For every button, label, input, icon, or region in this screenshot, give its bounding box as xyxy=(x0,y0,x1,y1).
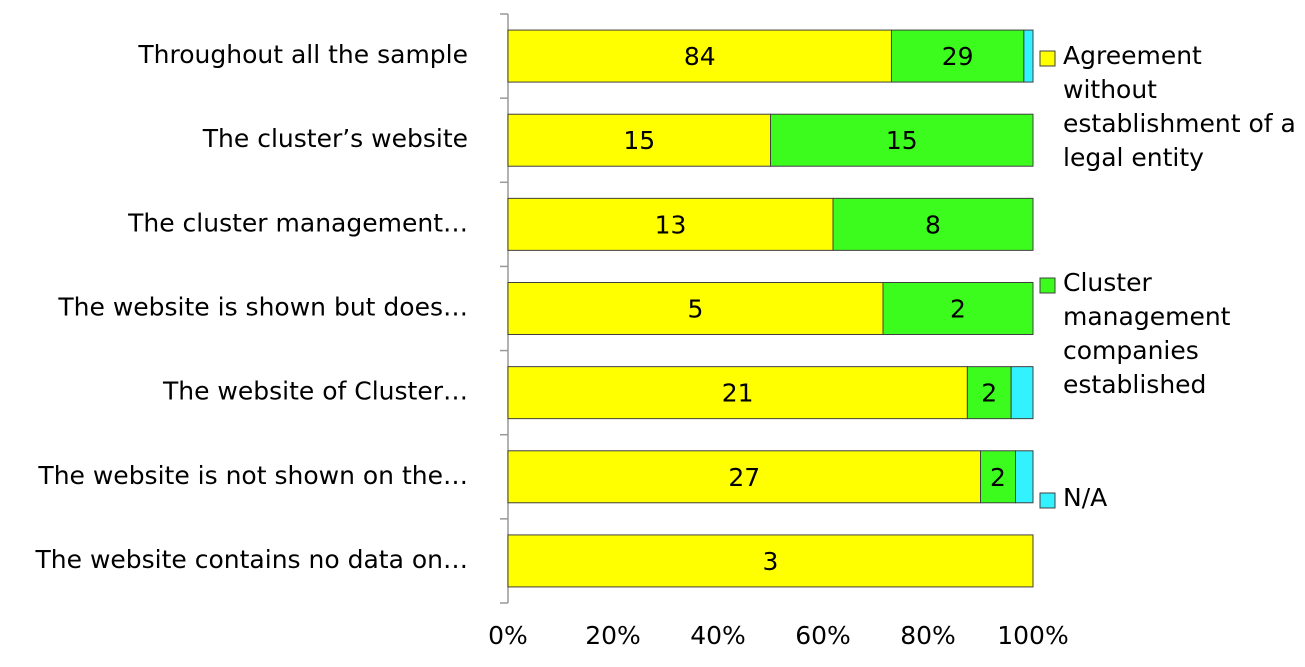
y-tick-label: The website is not shown on the… xyxy=(37,461,468,490)
data-label: 8 xyxy=(925,210,941,239)
bar-segment xyxy=(1010,366,1034,420)
bar-segment xyxy=(507,534,1034,588)
data-label: 13 xyxy=(655,210,687,239)
x-tick-label: 80% xyxy=(900,621,956,650)
bar-segment xyxy=(507,197,834,251)
bar-segment xyxy=(507,450,981,504)
data-label: 15 xyxy=(623,126,655,155)
data-label: 84 xyxy=(684,42,716,71)
data-label: 5 xyxy=(688,295,704,324)
bar-segment xyxy=(507,366,968,420)
bar-segment xyxy=(966,366,1012,420)
legend-swatch xyxy=(1039,492,1056,509)
x-tick-label: 40% xyxy=(690,621,746,650)
legend-label: Cluster management companies established xyxy=(1063,268,1231,399)
bar-segment xyxy=(832,197,1034,251)
legend-text-box: Cluster management companies established xyxy=(1063,268,1231,399)
y-tick-label: The website is shown but does… xyxy=(57,293,468,322)
y-tick-label: The cluster management… xyxy=(127,208,468,237)
data-label: 3 xyxy=(763,547,779,576)
bar-segment xyxy=(1023,29,1034,83)
data-label: 27 xyxy=(728,463,760,492)
data-label: 2 xyxy=(990,463,1006,492)
bar-segment xyxy=(890,29,1025,83)
x-tick-label: 60% xyxy=(795,621,851,650)
legend-text-box: Agreement without establishment of a leg… xyxy=(1063,41,1296,172)
x-tick-label: 100% xyxy=(997,621,1068,650)
legend-swatch xyxy=(1039,50,1056,67)
bar-segment xyxy=(507,113,771,167)
data-label: 15 xyxy=(886,126,918,155)
data-label: 29 xyxy=(942,42,974,71)
bar-segment xyxy=(882,282,1034,335)
bar-segment xyxy=(770,113,1034,167)
legend-swatch xyxy=(1039,277,1056,294)
y-tick-label: The website of Cluster… xyxy=(162,377,468,406)
data-label: 2 xyxy=(981,379,997,408)
data-label: 2 xyxy=(950,295,966,324)
y-tick-label: The website contains no data on… xyxy=(35,545,469,574)
bar-segment xyxy=(1015,450,1034,504)
data-label: 21 xyxy=(722,379,754,408)
x-tick-label: 0% xyxy=(488,621,528,650)
bar-segment xyxy=(507,282,884,335)
legend-label: N/A xyxy=(1063,483,1108,512)
legend-label: Agreement without establishment of a leg… xyxy=(1063,41,1296,172)
y-tick-label: The cluster’s website xyxy=(202,124,468,153)
legend-text-box: N/A xyxy=(1063,483,1108,512)
y-tick-label: Throughout all the sample xyxy=(137,40,468,69)
x-tick-label: 20% xyxy=(585,621,641,650)
